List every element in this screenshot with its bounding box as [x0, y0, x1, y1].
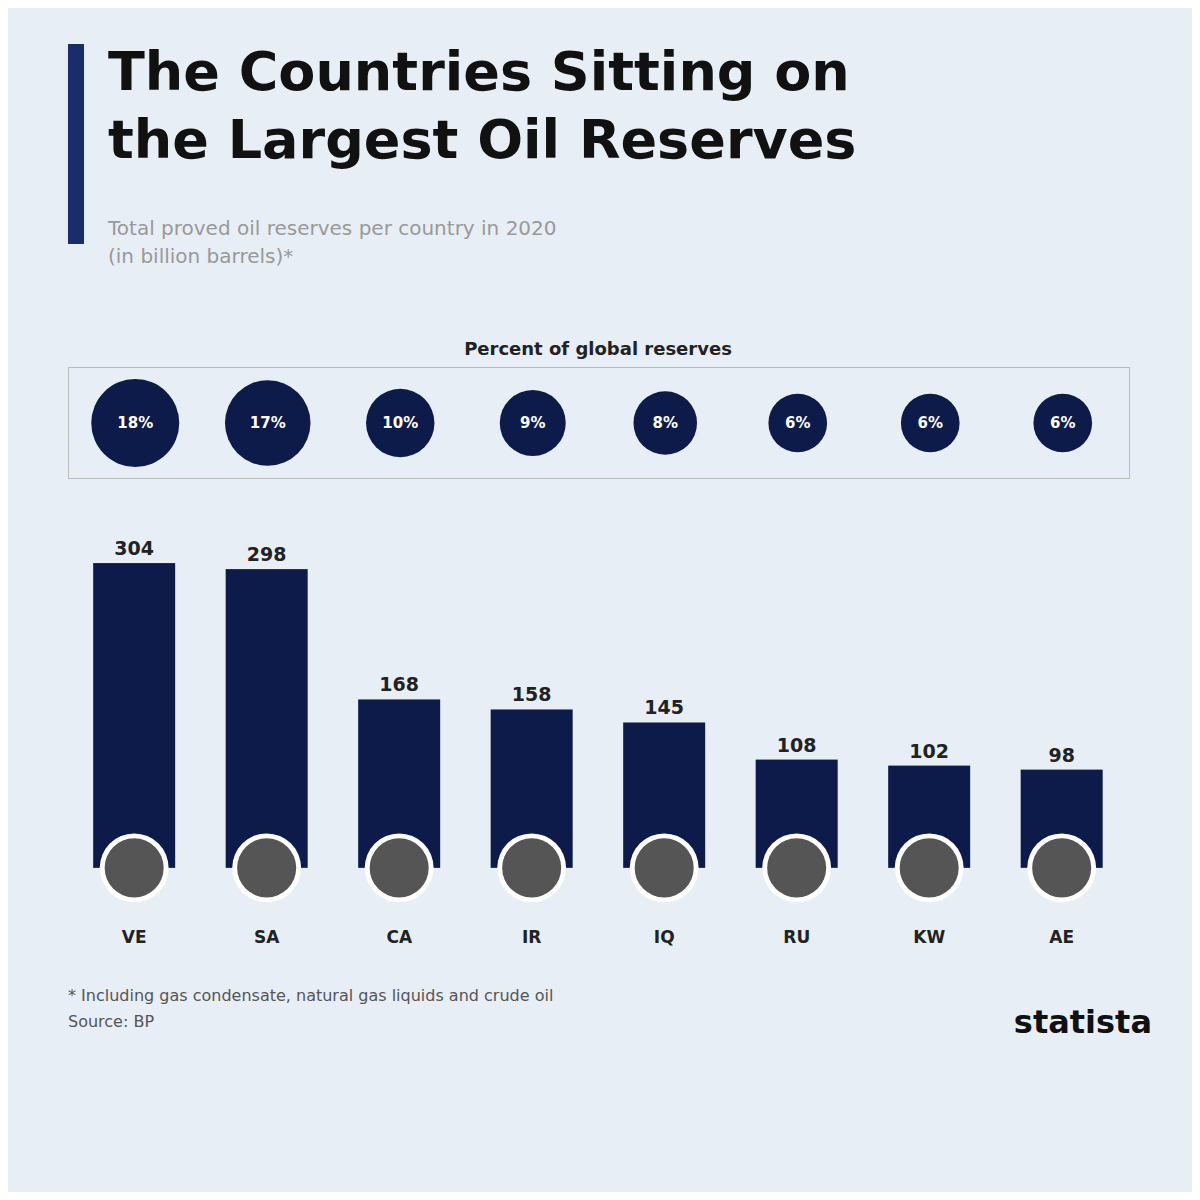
html-text:(in billion barrels)*: (in billion barrels)* [108, 244, 294, 268]
svg-text:6%: 6% [1050, 414, 1075, 432]
svg-text:158: 158 [512, 683, 552, 705]
svg-text:6%: 6% [785, 414, 810, 432]
svg-text:304: 304 [114, 537, 154, 559]
svg-text:6%: 6% [918, 414, 943, 432]
svg-text:102: 102 [909, 740, 949, 762]
svg-text:AE: AE [1049, 927, 1074, 947]
svg-text:168: 168 [379, 673, 419, 695]
svg-text:KW: KW [913, 927, 945, 947]
svg-text:17%: 17% [250, 414, 286, 432]
html-text:* Including gas condensate, na: * Including gas condensate, natural gas … [68, 986, 554, 1005]
svg-text:CA: CA [386, 927, 412, 947]
html-text:Total proved oil reserves per: Total proved oil reserves per country in… [108, 216, 557, 240]
svg-text:8%: 8% [653, 414, 678, 432]
svg-text:108: 108 [777, 734, 817, 756]
svg-text:9%: 9% [520, 414, 545, 432]
svg-text:145: 145 [644, 696, 684, 718]
svg-text:RU: RU [783, 927, 810, 947]
svg-text:SA: SA [254, 927, 280, 947]
svg-text:IQ: IQ [654, 927, 675, 947]
html-text:Source: BP: Source: BP [68, 1012, 155, 1031]
svg-text:10%: 10% [382, 414, 418, 432]
svg-text:298: 298 [247, 543, 287, 565]
svg-text:18%: 18% [117, 414, 153, 432]
svg-text:IR: IR [522, 927, 541, 947]
html-text:The Countries Sitting on: The Countries Sitting on [108, 40, 850, 103]
svg-text:98: 98 [1048, 744, 1074, 766]
html-text:the Largest Oil Reserves: the Largest Oil Reserves [108, 108, 857, 171]
html-text:Percent of global reserves: Percent of global reserves [464, 338, 732, 359]
html-text:statista: statista [1013, 1003, 1152, 1041]
svg-text:VE: VE [122, 927, 147, 947]
